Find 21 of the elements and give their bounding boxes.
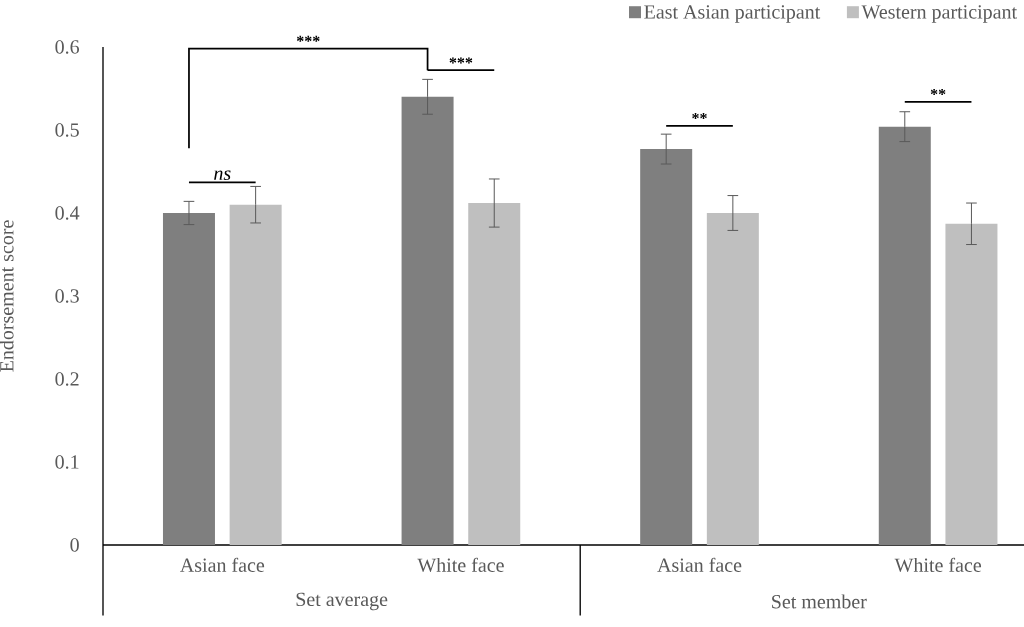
annotation: ** bbox=[930, 88, 946, 95]
annotation: ** bbox=[692, 113, 707, 120]
y-tick-label: 0.6 bbox=[55, 40, 80, 54]
annotation: ns bbox=[214, 170, 231, 181]
x-tick-label: White face bbox=[417, 557, 504, 573]
legend-label: East Asian participant bbox=[644, 5, 821, 23]
x-tick-label: White face bbox=[894, 557, 982, 573]
x-tick-label: Asian face bbox=[657, 557, 742, 572]
y-tick-label: 0.2 bbox=[55, 372, 79, 386]
y-axis-title: Endorsement score bbox=[0, 220, 14, 372]
legend-label: Western participant bbox=[861, 5, 1017, 23]
annotation: *** bbox=[449, 57, 473, 64]
y-tick-label: 0.4 bbox=[55, 206, 80, 220]
x-tick-label: Asian face bbox=[180, 557, 265, 572]
y-tick-label: 0 bbox=[70, 538, 79, 552]
text: Set average bbox=[296, 592, 388, 611]
y-tick-label: 0.1 bbox=[55, 455, 79, 469]
text: *** bbox=[296, 35, 320, 42]
y-tick-label: 0.5 bbox=[55, 123, 79, 137]
y-tick-label: 0.3 bbox=[55, 289, 79, 303]
text: Set member bbox=[772, 594, 867, 609]
